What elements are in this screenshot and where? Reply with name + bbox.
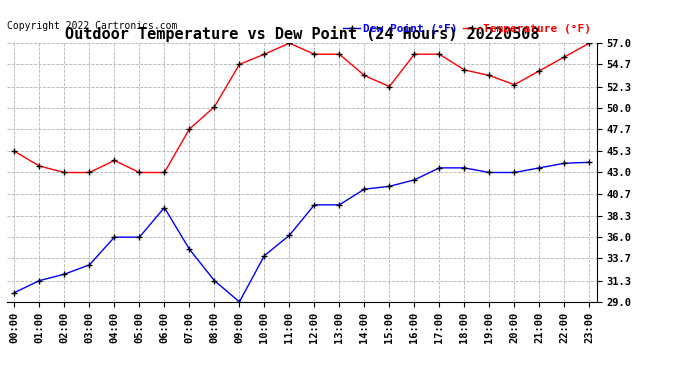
Title: Outdoor Temperature vs Dew Point (24 Hours) 20220508: Outdoor Temperature vs Dew Point (24 Hou…	[65, 26, 539, 42]
Legend: Dew Point (°F), Temperature (°F): Dew Point (°F), Temperature (°F)	[343, 24, 591, 34]
Text: Copyright 2022 Cartronics.com: Copyright 2022 Cartronics.com	[7, 21, 177, 32]
